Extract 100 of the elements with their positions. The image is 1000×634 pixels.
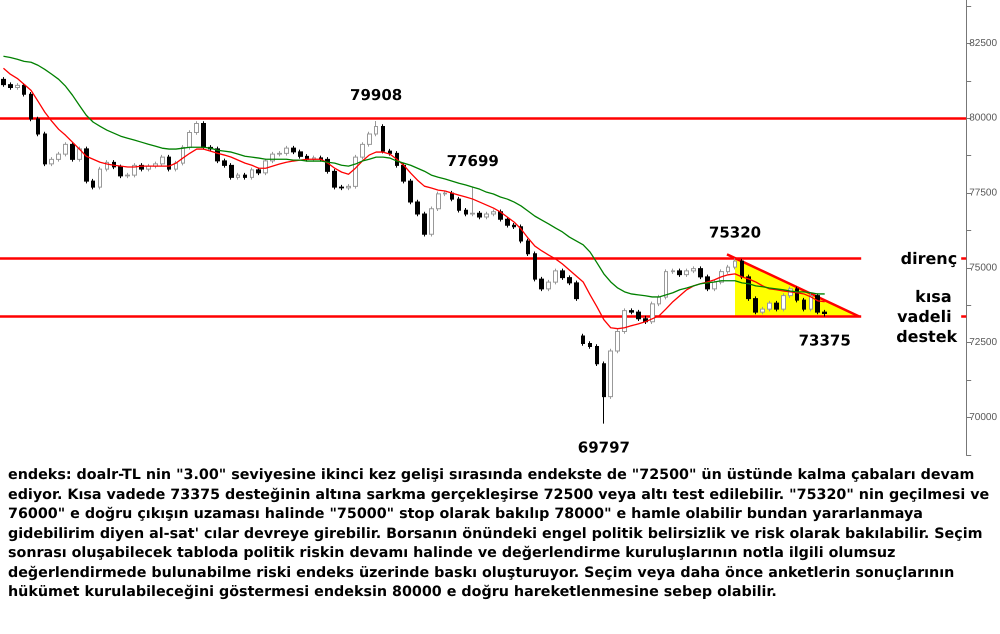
candlestick (284, 145, 289, 156)
candlestick (491, 209, 496, 217)
candlestick (98, 166, 102, 190)
candlestick (567, 274, 572, 286)
candlestick (15, 82, 20, 90)
candlestick (84, 146, 89, 184)
candlestick (595, 344, 599, 366)
candlestick (339, 184, 344, 191)
candlestick (760, 306, 765, 315)
candlestick (815, 292, 820, 315)
candlestick (533, 250, 537, 282)
candlestick (629, 308, 634, 315)
candlestick (8, 82, 13, 90)
candlestick (512, 222, 516, 230)
y-tick-label: 70000 (969, 412, 998, 424)
candlestick (608, 348, 613, 400)
candlestick (684, 268, 689, 278)
candlestick (657, 294, 661, 307)
candlestick (77, 146, 82, 162)
annotation: 75320 (708, 223, 762, 242)
y-tick-label: 72500 (969, 337, 998, 348)
annotation: 73375 (798, 332, 851, 350)
candlestick (194, 120, 199, 136)
candlestick (802, 297, 806, 312)
candlestick (222, 158, 227, 168)
candlestick (332, 168, 337, 190)
candlestick (560, 268, 565, 280)
candlestick (229, 162, 234, 180)
candlestick (726, 264, 730, 274)
candlestick (43, 131, 47, 167)
candlestick (243, 172, 247, 180)
candlestick (291, 145, 296, 155)
candlestick (29, 92, 33, 122)
candlestick (602, 360, 606, 424)
candlestick (539, 276, 544, 292)
candlestick (477, 210, 482, 220)
candlestick (740, 258, 744, 280)
candlestick (408, 178, 413, 205)
ref-line-label: kısa vadeli destek (896, 287, 958, 346)
candlestick (118, 164, 123, 179)
candlestick (781, 292, 786, 312)
candlestick (256, 167, 261, 176)
candlestick (250, 167, 254, 180)
candlestick (484, 211, 489, 220)
candlestick (636, 309, 641, 322)
candlestick (388, 148, 392, 156)
candlestick (464, 208, 468, 217)
candlestick (677, 268, 682, 278)
ref-line-label: direnç (900, 248, 958, 268)
candlestick (422, 211, 427, 237)
candlestick (553, 268, 558, 285)
candlestick (526, 238, 530, 256)
candlestick (505, 216, 510, 228)
candlestick (470, 186, 475, 217)
annotation: 77699 (446, 152, 499, 170)
line-series (2, 56, 826, 298)
candlestick (615, 328, 620, 354)
annotation: 79908 (350, 86, 402, 104)
y-tick-label: 77500 (969, 188, 998, 199)
candlestick (374, 120, 378, 137)
candlestick (70, 142, 75, 162)
candlestick (1, 76, 6, 88)
candlestick (712, 279, 717, 292)
candlestick (381, 124, 385, 154)
y-tick-label: 80000 (969, 112, 998, 124)
candlestick (822, 309, 827, 318)
candlestick (346, 184, 351, 191)
candlestick (546, 279, 551, 292)
y-tick-label: 82500 (969, 38, 998, 49)
candlestick (63, 142, 68, 157)
candlestick (671, 268, 675, 274)
candlestick (588, 340, 592, 350)
candlestick (436, 191, 441, 212)
candlestick (187, 130, 192, 150)
candlestick (49, 156, 54, 167)
candlestick (664, 268, 668, 300)
candlestick (125, 172, 130, 179)
candlestick (298, 149, 303, 160)
candlestick (36, 116, 40, 137)
candlestick (691, 266, 696, 274)
candlestick (698, 266, 703, 280)
candlestick (443, 190, 447, 197)
candlestick (429, 206, 434, 237)
candlestick (277, 150, 282, 157)
candlestick (650, 301, 655, 325)
annotation: 69797 (578, 438, 630, 457)
candlestick (457, 196, 461, 214)
text: endeks: doalr-TL nin "3.00" seviyesine ikinci kez gelişi sırasında endekste de "72500" ün üstünde kalma çabaları devam ediyor. Kısa vadede 73375 desteğinin altına sarkma gerçekleşirse 72500 veya altı test edilebilir. "75320" nin geçilmesi ve 76000" e doğru çıkışın uzaması halinde "75000" stop olarak bakılıp 78000" e hamle olabilir bundan yararlanmaya gidebilirim diyen al-sat' cılar devreye girebilir. Borsanın önündeki engel politik belirsizlik ve risk olarak bakılabilir. Seçim sonrası oluşabilecek tabloda politik riskin devamı halinde ve değerlendirme kuruluşlarının notla ilgili olumsuz değerlendirmede bulunabilme riski endeks üzerinde baskı oluşturuyor. Seçim veya daha önce anketlerin sonuçlarının hükümet kurulabileceğini göstermesi endeksin 80000 e doğru hareketlenmesine sebep olabilir. (8, 466, 990, 602)
candlestick (56, 151, 61, 162)
y-tick-label: 75000 (969, 262, 998, 274)
candlestick (733, 258, 737, 270)
candlestick (581, 333, 585, 346)
candlestick (622, 308, 627, 334)
candlestick (753, 296, 758, 315)
candlestick (236, 172, 240, 180)
candlestick (367, 131, 372, 148)
candlestick (415, 199, 420, 217)
candlestick (774, 300, 779, 312)
candlestick (22, 82, 26, 98)
candlestick (201, 120, 206, 150)
